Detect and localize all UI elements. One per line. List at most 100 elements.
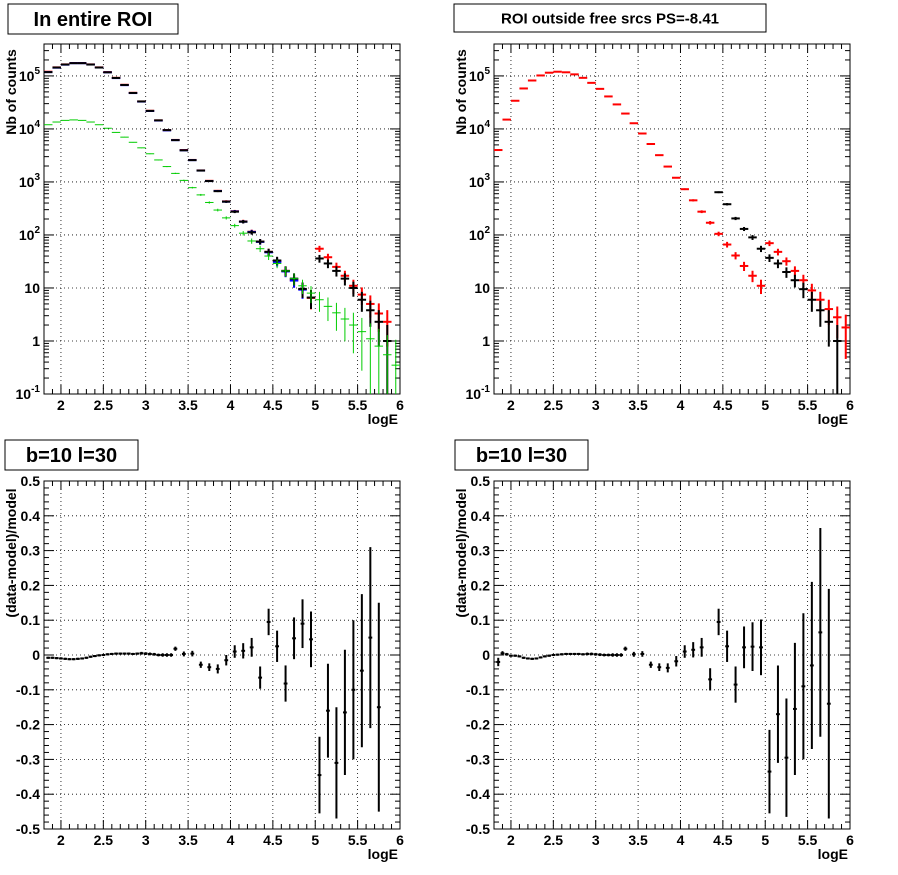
y-tick-label: 10-1 xyxy=(16,384,41,402)
x-tick-label: 4.5 xyxy=(263,832,283,848)
y-tick-label: -0.3 xyxy=(466,751,490,767)
y-tick-label: -0.4 xyxy=(466,786,490,802)
y-tick-label: 0.5 xyxy=(471,473,491,489)
y-axis-label: Nb of counts xyxy=(3,49,19,135)
y-tick-label: -0.3 xyxy=(16,751,40,767)
y-tick-label: -0.1 xyxy=(466,682,490,698)
y-tick-label: 103 xyxy=(469,172,491,190)
x-tick-label: 3.5 xyxy=(178,832,198,848)
x-tick-label: 3 xyxy=(592,397,600,413)
plot-frame xyxy=(493,43,851,395)
y-tick-label: 0.4 xyxy=(471,508,491,524)
x-tick-label: 3.5 xyxy=(628,832,648,848)
x-tick-label: 4 xyxy=(677,397,685,413)
series-2 xyxy=(44,62,307,299)
x-tick-label: 5 xyxy=(311,832,319,848)
x-tick-label: 2 xyxy=(57,397,65,413)
y-tick-label: 0.4 xyxy=(21,508,41,524)
x-tick-label: 5.5 xyxy=(798,832,818,848)
x-axis-label: logE xyxy=(818,411,848,427)
x-tick-label: 4.5 xyxy=(713,832,733,848)
chart-title: ROI outside free srcs PS=-8.41 xyxy=(501,10,719,27)
x-tick-label: 3.5 xyxy=(178,397,198,413)
chart-panel-3: 2 2.5 3 3.5 4 4.5 5 5.5 6logE-0.5-0.4-0.3-0.2-0.… xyxy=(3,439,404,862)
series-1 xyxy=(46,547,381,819)
x-tick-label: 2.5 xyxy=(544,397,564,413)
x-tick-label: 3 xyxy=(142,397,150,413)
y-tick-label: -0.5 xyxy=(466,821,490,837)
x-tick-label: 5 xyxy=(761,397,769,413)
x-tick-label: 2 xyxy=(507,397,515,413)
chart-panel-4: 2 2.5 3 3.5 4 4.5 5 5.5 6logE-0.5-0.4-0.3-0.2-0.… xyxy=(453,439,854,862)
x-axis-label: logE xyxy=(368,411,398,427)
y-tick-label: 10 xyxy=(474,280,490,296)
y-tick-label: 104 xyxy=(19,119,41,137)
title-box xyxy=(7,3,179,35)
series-1 xyxy=(496,527,831,819)
x-tick-label: 5 xyxy=(761,832,769,848)
y-tick-label: -0.2 xyxy=(466,717,490,733)
y-axis-label: Nb of counts xyxy=(453,49,469,135)
x-tick-label: 2.5 xyxy=(544,832,564,848)
x-tick-label: 2 xyxy=(507,832,515,848)
y-tick-label: 0.1 xyxy=(21,612,41,628)
x-tick-label: 6 xyxy=(846,397,854,413)
series-1 xyxy=(494,70,850,359)
y-tick-label: 0.2 xyxy=(21,577,41,593)
y-tick-label: 1 xyxy=(482,333,490,349)
y-tick-label: -0.1 xyxy=(16,682,40,698)
y-tick-label: 105 xyxy=(19,66,41,84)
y-tick-label: 102 xyxy=(19,225,41,243)
y-axis: -0.5 -0.4 -0.3 -0.2 -0.1 0 0.1 0.2 0.3 0.4 0.5(dat… xyxy=(3,473,400,837)
y-tick-label: 0.5 xyxy=(21,473,41,489)
x-tick-label: 6 xyxy=(396,397,404,413)
x-tick-label: 4 xyxy=(227,397,235,413)
y-axis-label: (data-model)/model xyxy=(3,488,19,617)
x-tick-label: 4 xyxy=(227,832,235,848)
x-tick-label: 5 xyxy=(311,397,319,413)
x-tick-label: 6 xyxy=(396,832,404,848)
x-tick-label: 2.5 xyxy=(94,832,114,848)
y-tick-label: 103 xyxy=(19,172,41,190)
series-3 xyxy=(44,62,392,394)
x-tick-label: 3 xyxy=(592,832,600,848)
x-tick-label: 3 xyxy=(142,832,150,848)
x-tick-label: 3.5 xyxy=(628,397,648,413)
x-tick-label: 2.5 xyxy=(94,397,114,413)
x-tick-label: 5.5 xyxy=(798,397,818,413)
chart-title: b=10 l=30 xyxy=(26,445,117,467)
x-axis-label: logE xyxy=(818,846,848,862)
series-1 xyxy=(44,62,392,347)
series-2 xyxy=(714,191,842,394)
y-tick-label: -0.4 xyxy=(16,786,40,802)
y-tick-label: 0.3 xyxy=(21,543,41,559)
y-tick-label: 10 xyxy=(24,280,40,296)
y-tick-label: 0 xyxy=(482,647,490,663)
x-tick-label: 6 xyxy=(846,832,854,848)
y-tick-label: 0.2 xyxy=(471,577,491,593)
y-tick-label: -0.2 xyxy=(16,717,40,733)
x-tick-label: 5.5 xyxy=(348,397,368,413)
x-tick-label: 2 xyxy=(57,832,65,848)
y-tick-label: 0.3 xyxy=(471,543,491,559)
plot-frame xyxy=(43,43,401,395)
x-tick-label: 4.5 xyxy=(263,397,283,413)
y-tick-label: 102 xyxy=(469,225,491,243)
title-box xyxy=(453,3,767,33)
y-axis-label: (data-model)/model xyxy=(453,488,469,617)
y-tick-label: 105 xyxy=(469,66,491,84)
x-axis-label: logE xyxy=(368,846,398,862)
x-tick-label: 4.5 xyxy=(713,397,733,413)
title-box xyxy=(4,439,139,471)
series-4 xyxy=(44,119,400,394)
title-box xyxy=(454,439,589,471)
